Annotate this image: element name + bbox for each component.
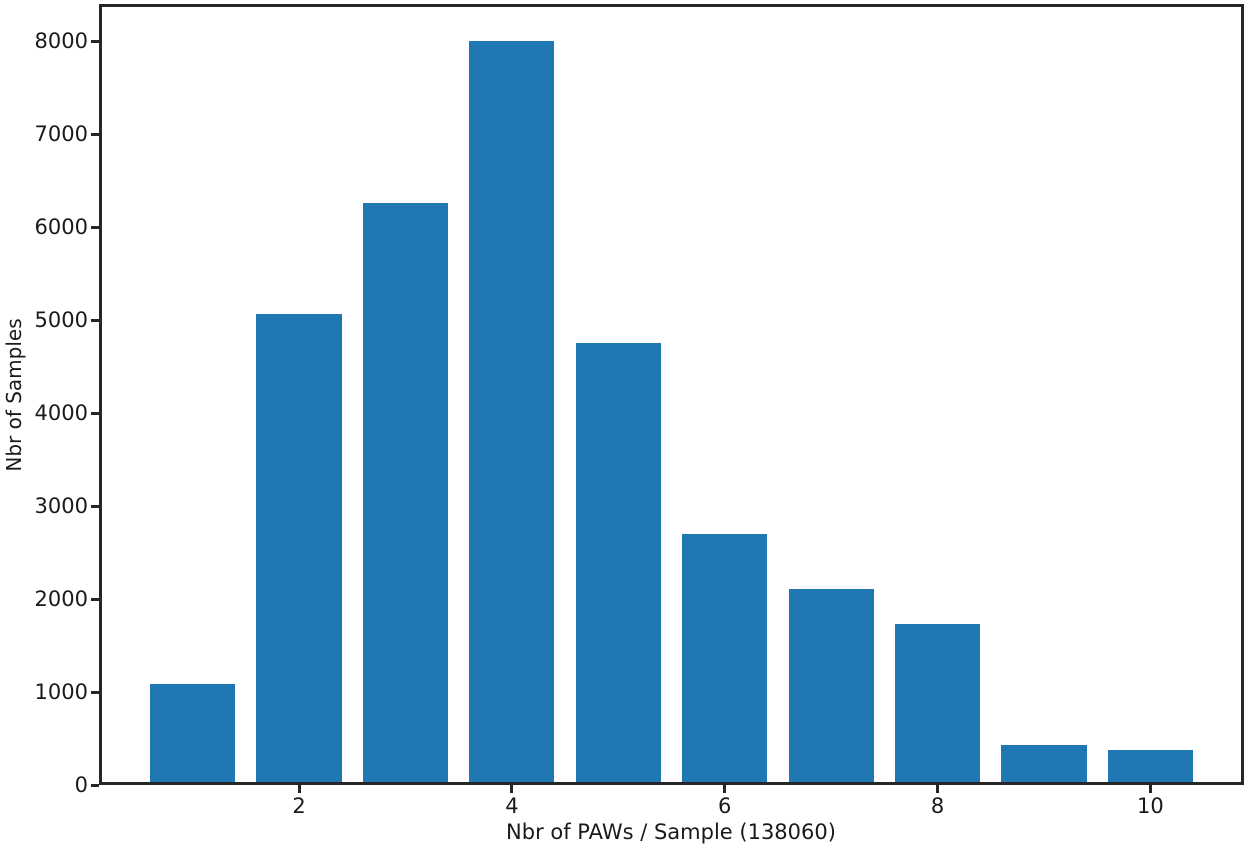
bar-x6 (682, 533, 768, 782)
y-axis-label: Nbr of Samples (2, 318, 26, 472)
bar-x5 (575, 342, 661, 782)
bar-x3 (362, 202, 449, 782)
x-tick-label: 6 (718, 794, 732, 818)
x-tick-label: 2 (292, 794, 306, 818)
x-tick-label: 4 (505, 794, 519, 818)
y-tick-label: 7000 (34, 121, 88, 146)
x-tick-mark (936, 785, 940, 793)
y-tick-label: 8000 (34, 28, 88, 53)
y-tick-mark (91, 225, 99, 229)
y-tick-mark (91, 39, 99, 43)
x-tick-mark (723, 785, 727, 793)
x-tick-mark (510, 785, 514, 793)
y-tick-label: 1000 (34, 679, 88, 704)
bar-x4 (469, 40, 555, 782)
y-tick-mark (91, 132, 99, 136)
y-tick-label: 0 (74, 772, 88, 797)
y-tick-label: 2000 (34, 586, 88, 611)
y-tick-label: 6000 (34, 214, 88, 239)
y-tick-mark (91, 318, 99, 322)
bar-x10 (1107, 749, 1193, 782)
y-tick-mark (91, 690, 99, 694)
bar-x2 (256, 314, 342, 782)
y-tick-label: 3000 (34, 493, 88, 518)
y-tick-mark (91, 783, 99, 787)
bar-x7 (788, 589, 874, 782)
y-tick-label: 5000 (34, 307, 88, 332)
x-axis-label: Nbr of PAWs / Sample (138060) (506, 820, 836, 844)
plot-area (99, 4, 1244, 785)
bar-x1 (150, 683, 236, 782)
x-tick-mark (1148, 785, 1152, 793)
x-tick-mark (297, 785, 301, 793)
y-tick-mark (91, 504, 99, 508)
x-tick-label: 10 (1136, 794, 1164, 818)
y-tick-mark (91, 411, 99, 415)
bar-x9 (1001, 744, 1087, 782)
x-tick-label: 8 (930, 794, 945, 818)
bar-x8 (894, 624, 981, 782)
y-tick-label: 4000 (34, 400, 88, 425)
y-tick-mark (91, 597, 99, 601)
